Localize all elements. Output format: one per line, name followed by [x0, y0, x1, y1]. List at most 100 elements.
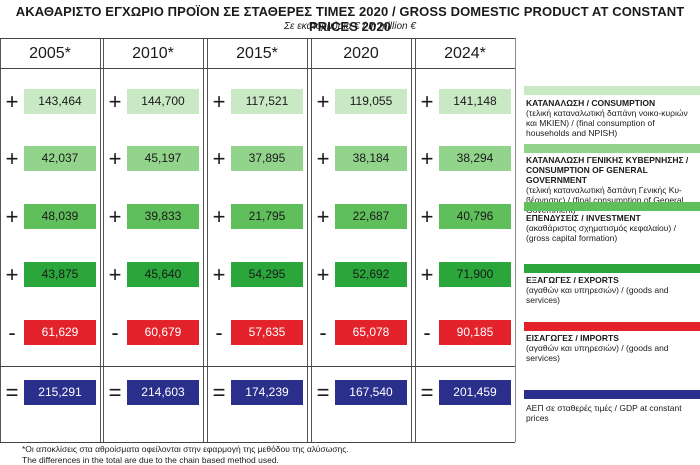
- legend-label-title: ΚΑΤΑΝΑΛΩΣΗ ΓΕΝΙΚΗΣ ΚΥΒΕΡΝΗΣΗΣ / CONSUMPT…: [526, 155, 689, 185]
- operator-sign: =: [108, 380, 122, 405]
- value-cell: 61,629: [24, 320, 96, 345]
- operator-sign: -: [319, 320, 327, 345]
- operator-sign: +: [420, 146, 434, 171]
- column-border-1-1: [203, 38, 204, 442]
- row-border-0: [0, 38, 515, 39]
- row-border-2: [0, 442, 515, 443]
- value-cell: 117,521: [231, 89, 303, 114]
- value-cell: 21,795: [231, 204, 303, 229]
- legend-label-title: ΕΙΣΑΓΩΓΕΣ / IMPORTS: [526, 333, 619, 343]
- total-separator: [0, 366, 515, 367]
- operator-sign: +: [108, 146, 122, 171]
- column-border-4-0: [415, 38, 416, 442]
- value-cell: 60,679: [127, 320, 199, 345]
- column-border-0-1: [100, 38, 101, 442]
- operator-sign: +: [316, 89, 330, 114]
- year-header: 2020: [343, 45, 379, 62]
- footnote-english: The differences in the total are due to …: [22, 455, 279, 465]
- year-header: 2024*: [444, 45, 486, 62]
- legend-label: ΑΕΠ σε σταθερές τιμές / GDP at constant …: [526, 403, 698, 423]
- operator-sign: +: [212, 146, 226, 171]
- value-cell: 201,459: [439, 380, 511, 405]
- legend-label: ΕΞΑΓΩΓΕΣ / EXPORTS (αγαθών και υπηρεσιών)…: [526, 275, 698, 305]
- legend-divider: [515, 38, 516, 442]
- legend-label-description: ΑΕΠ σε σταθερές τιμές / GDP at constant …: [526, 403, 682, 423]
- legend-label-title: ΚΑΤΑΝΑΛΩΣΗ / CONSUMPTION: [526, 98, 656, 108]
- operator-sign: +: [420, 204, 434, 229]
- operator-sign: -: [111, 320, 119, 345]
- legend-swatch: [524, 86, 700, 95]
- operator-sign: +: [108, 204, 122, 229]
- legend-label-description: (αγαθών και υπηρεσιών) / (goods and serv…: [526, 285, 669, 305]
- page-subtitle: Σε εκατομμύρια € / In million €: [284, 21, 416, 32]
- year-header: 2010*: [132, 45, 174, 62]
- legend-label-description: (τελική καταναλωτική δαπάνη νοικο-κυριών…: [526, 108, 688, 138]
- year-header: 2015*: [236, 45, 278, 62]
- operator-sign: =: [420, 380, 434, 405]
- value-cell: 174,239: [231, 380, 303, 405]
- value-cell: 214,603: [127, 380, 199, 405]
- value-cell: 57,635: [231, 320, 303, 345]
- operator-sign: +: [108, 262, 122, 287]
- operator-sign: +: [212, 89, 226, 114]
- value-cell: 90,185: [439, 320, 511, 345]
- column-border-3-0: [311, 38, 312, 442]
- operator-sign: =: [5, 380, 19, 405]
- operator-sign: +: [316, 262, 330, 287]
- page-title: ΑΚΑΘΑΡΙΣΤΟ ΕΓΧΩΡΙΟ ΠΡΟΪΟΝ ΣΕ ΣΤΑΘΕΡΕΣ ΤΙ…: [15, 4, 685, 34]
- legend-swatch: [524, 264, 700, 273]
- operator-sign: +: [212, 204, 226, 229]
- value-cell: 215,291: [24, 380, 96, 405]
- column-border-1-0: [103, 38, 104, 442]
- legend-swatch: [524, 202, 700, 211]
- operator-sign: -: [215, 320, 223, 345]
- legend-swatch: [524, 144, 700, 153]
- value-cell: 38,294: [439, 146, 511, 171]
- value-cell: 144,700: [127, 89, 199, 114]
- value-cell: 45,197: [127, 146, 199, 171]
- year-header: 2005*: [29, 45, 71, 62]
- value-cell: 143,464: [24, 89, 96, 114]
- operator-sign: -: [423, 320, 431, 345]
- legend-swatch: [524, 322, 700, 331]
- value-cell: 48,039: [24, 204, 96, 229]
- value-cell: 39,833: [127, 204, 199, 229]
- legend-label-title: ΕΠΕΝΔΥΣΕΙΣ / INVESTMENT: [526, 213, 641, 223]
- operator-sign: -: [8, 320, 16, 345]
- operator-sign: =: [316, 380, 330, 405]
- value-cell: 167,540: [335, 380, 407, 405]
- operator-sign: +: [420, 262, 434, 287]
- operator-sign: =: [212, 380, 226, 405]
- row-border-1: [0, 68, 515, 69]
- value-cell: 42,037: [24, 146, 96, 171]
- column-border-2-1: [307, 38, 308, 442]
- value-cell: 37,895: [231, 146, 303, 171]
- operator-sign: +: [316, 146, 330, 171]
- legend-label-title: ΕΞΑΓΩΓΕΣ / EXPORTS: [526, 275, 619, 285]
- value-cell: 65,078: [335, 320, 407, 345]
- legend-label-description: (ακαθάριστος σχηματισμός κεφαλαίου) / (g…: [526, 223, 676, 243]
- value-cell: 141,148: [439, 89, 511, 114]
- operator-sign: +: [420, 89, 434, 114]
- operator-sign: +: [5, 204, 19, 229]
- column-border-3-1: [411, 38, 412, 442]
- legend-label: ΚΑΤΑΝΑΛΩΣΗ / CONSUMPTION (τελική καταναλω…: [526, 98, 698, 138]
- value-cell: 22,687: [335, 204, 407, 229]
- operator-sign: +: [5, 262, 19, 287]
- legend-label: ΕΙΣΑΓΩΓΕΣ / IMPORTS (αγαθών και υπηρεσιών…: [526, 333, 698, 363]
- value-cell: 71,900: [439, 262, 511, 287]
- operator-sign: +: [5, 89, 19, 114]
- column-border-0-0: [0, 38, 1, 442]
- value-cell: 54,295: [231, 262, 303, 287]
- operator-sign: +: [212, 262, 226, 287]
- value-cell: 40,796: [439, 204, 511, 229]
- legend-swatch: [524, 390, 700, 399]
- value-cell: 119,055: [335, 89, 407, 114]
- footnote-greek: *Οι αποκλίσεις στα αθροίσματα οφείλονται…: [22, 444, 349, 454]
- operator-sign: +: [5, 146, 19, 171]
- value-cell: 45,640: [127, 262, 199, 287]
- legend-label-description: (αγαθών και υπηρεσιών) / (goods and serv…: [526, 343, 669, 363]
- value-cell: 52,692: [335, 262, 407, 287]
- legend-label: ΕΠΕΝΔΥΣΕΙΣ / INVESTMENT (ακαθάριστος σχημ…: [526, 213, 698, 243]
- operator-sign: +: [108, 89, 122, 114]
